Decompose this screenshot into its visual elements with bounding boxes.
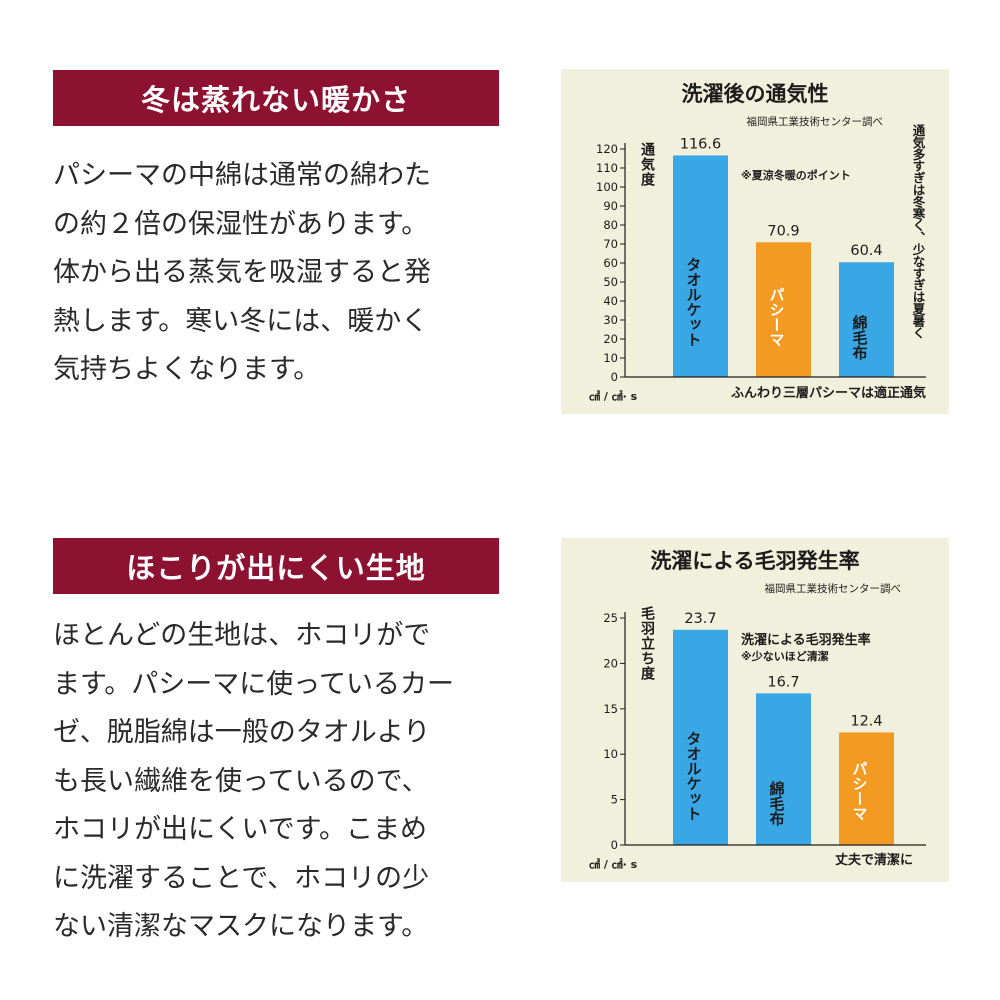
breathability-chart: 洗濯後の通気性 福岡県工業技術センター調べ 通気度 通気多すぎは冬寒く、少なすぎ… — [589, 82, 926, 403]
section2-line: ゼ、脱脂綿は一般のタオルより — [53, 717, 431, 748]
section1-paragraph: パシーマの中綿は通常の綿わた の約２倍の保湿性があります。 体から出る蒸気を吸湿… — [53, 152, 513, 395]
chart-source: 福岡県工業技術センター調べ — [765, 582, 902, 595]
y-tick-label: 0 — [611, 838, 618, 852]
section2-line: ない清潔なマスクになります。 — [53, 911, 429, 942]
unit-label: ㎤ / ㎠· s — [589, 857, 638, 871]
y-tick-label: 25 — [603, 611, 618, 625]
bottom-note: 丈夫で清潔に — [835, 852, 913, 868]
data-label: 16.7 — [767, 674, 799, 690]
bar-3 — [839, 262, 894, 377]
y-tick-label: 50 — [603, 275, 618, 289]
y-tick-label: 70 — [603, 237, 618, 251]
bars: 116.6 タオルケット 70.9 パシーマ 60.4 綿毛布 — [673, 136, 894, 377]
y-tick-label: 110 — [596, 161, 618, 175]
data-label: 116.6 — [680, 136, 722, 152]
bar-label: パシーマ — [768, 287, 786, 347]
breathability-chart-panel: 洗濯後の通気性 福岡県工業技術センター調べ 通気度 通気多すぎは冬寒く、少なすぎ… — [561, 69, 949, 414]
section1-line: の約２倍の保湿性があります。 — [53, 208, 429, 240]
unit-label: ㎤ / ㎠· s — [589, 389, 638, 403]
y-tick-label: 100 — [596, 180, 618, 194]
bar-1 — [673, 629, 728, 845]
chart-annotation: ※夏涼冬暖のポイント — [741, 168, 851, 182]
chart-title: 洗濯後の通気性 — [682, 82, 829, 106]
fluff-chart-panel: 洗濯による毛羽発生率 福岡県工業技術センター調べ 毛羽立ち度 洗濯による毛羽発生… — [561, 538, 949, 882]
data-label: 70.9 — [767, 223, 799, 239]
y-tick-label: 15 — [603, 702, 618, 716]
bar-label: タオルケット — [685, 731, 703, 821]
bar-1 — [673, 155, 728, 377]
section2-line: ます。パシーマに使っているカー — [53, 668, 454, 700]
section2-line: も長い繊維を使っているので、 — [53, 765, 429, 797]
y-tick-label: 5 — [611, 793, 618, 807]
bar-2 — [756, 242, 811, 377]
bar-3 — [839, 732, 894, 845]
chart-title: 洗濯による毛羽発生率 — [650, 549, 859, 573]
y-tick-label: 20 — [603, 332, 618, 346]
y-axis-label: 毛羽立ち度 — [639, 605, 655, 681]
y-tick-label: 30 — [603, 313, 618, 327]
y-tick-label: 10 — [603, 351, 618, 365]
data-label: 12.4 — [850, 713, 882, 729]
legend-title: 洗濯による毛羽発生率 — [741, 632, 871, 648]
y-axis-ticks: 0 10 20 30 40 50 60 70 80 90 100 110 120 — [596, 142, 625, 384]
section2-line: に洗濯することで、ホコリの少 — [53, 862, 430, 894]
section1-line: 熱します。寒い冬には、暖かく — [53, 305, 429, 337]
y-tick-label: 0 — [611, 370, 618, 384]
legend-note: ※少ないほど清潔 — [741, 649, 829, 663]
section1-heading: 冬は蒸れない暖かさ — [53, 70, 499, 126]
y-axis-ticks: 0 5 10 15 20 25 — [603, 611, 625, 852]
side-note: 通気多すぎは冬寒く、少なすぎは夏暑く — [911, 123, 926, 339]
section2-paragraph: ほとんどの生地は、ホコリがで ます。パシーマに使っているカー ゼ、脱脂綿は一般の… — [53, 612, 513, 952]
y-tick-label: 40 — [603, 294, 618, 308]
fluff-chart: 洗濯による毛羽発生率 福岡県工業技術センター調べ 毛羽立ち度 洗濯による毛羽発生… — [589, 549, 926, 871]
data-label: 60.4 — [850, 243, 882, 259]
section1-line: 体から出る蒸気を吸湿すると発 — [53, 257, 431, 288]
bar-label: 綿毛布 — [851, 314, 869, 361]
section1-line: パシーマの中綿は通常の綿わた — [53, 160, 431, 191]
section2-line: ホコリが出にくいです。こまめ — [53, 814, 427, 845]
section2-line: ほとんどの生地は、ホコリがで — [53, 620, 431, 651]
y-tick-label: 120 — [596, 142, 618, 156]
y-tick-label: 90 — [603, 199, 618, 213]
bar-label: 綿毛布 — [768, 780, 786, 827]
y-tick-label: 60 — [603, 256, 618, 270]
y-tick-label: 80 — [603, 218, 618, 232]
bottom-note: ふんわり三層パシーマは適正通気 — [731, 385, 926, 401]
section1-line: 気持ちよくなります。 — [53, 354, 321, 385]
y-axis-label: 通気度 — [639, 142, 655, 187]
bar-2 — [756, 693, 811, 845]
bar-label: タオルケット — [685, 257, 703, 347]
data-label: 23.7 — [684, 611, 716, 627]
chart-source: 福岡県工業技術センター調べ — [747, 115, 884, 128]
bar-label: パシーマ — [851, 761, 869, 821]
bars: 23.7 タオルケット 16.7 綿毛布 12.4 パシーマ — [673, 611, 894, 845]
section2-heading: ほこりが出にくい生地 — [53, 538, 499, 594]
y-tick-label: 10 — [603, 747, 618, 761]
y-tick-label: 20 — [603, 656, 618, 670]
